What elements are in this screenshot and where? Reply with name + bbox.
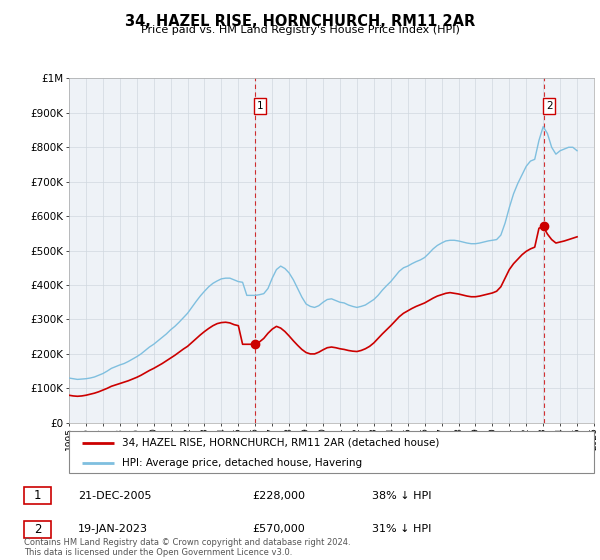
Text: 1: 1 [257, 101, 263, 111]
Text: Price paid vs. HM Land Registry's House Price Index (HPI): Price paid vs. HM Land Registry's House … [140, 25, 460, 35]
Text: 2: 2 [34, 522, 41, 536]
Text: 34, HAZEL RISE, HORNCHURCH, RM11 2AR (detached house): 34, HAZEL RISE, HORNCHURCH, RM11 2AR (de… [121, 438, 439, 448]
Text: 34, HAZEL RISE, HORNCHURCH, RM11 2AR: 34, HAZEL RISE, HORNCHURCH, RM11 2AR [125, 14, 475, 29]
Text: HPI: Average price, detached house, Havering: HPI: Average price, detached house, Have… [121, 458, 362, 468]
Text: 31% ↓ HPI: 31% ↓ HPI [372, 524, 431, 534]
Text: 38% ↓ HPI: 38% ↓ HPI [372, 491, 431, 501]
Text: 1: 1 [34, 489, 41, 502]
Text: 19-JAN-2023: 19-JAN-2023 [78, 524, 148, 534]
Text: £570,000: £570,000 [252, 524, 305, 534]
Text: Contains HM Land Registry data © Crown copyright and database right 2024.
This d: Contains HM Land Registry data © Crown c… [24, 538, 350, 557]
Text: 21-DEC-2005: 21-DEC-2005 [78, 491, 151, 501]
Text: 2: 2 [546, 101, 553, 111]
Text: £228,000: £228,000 [252, 491, 305, 501]
